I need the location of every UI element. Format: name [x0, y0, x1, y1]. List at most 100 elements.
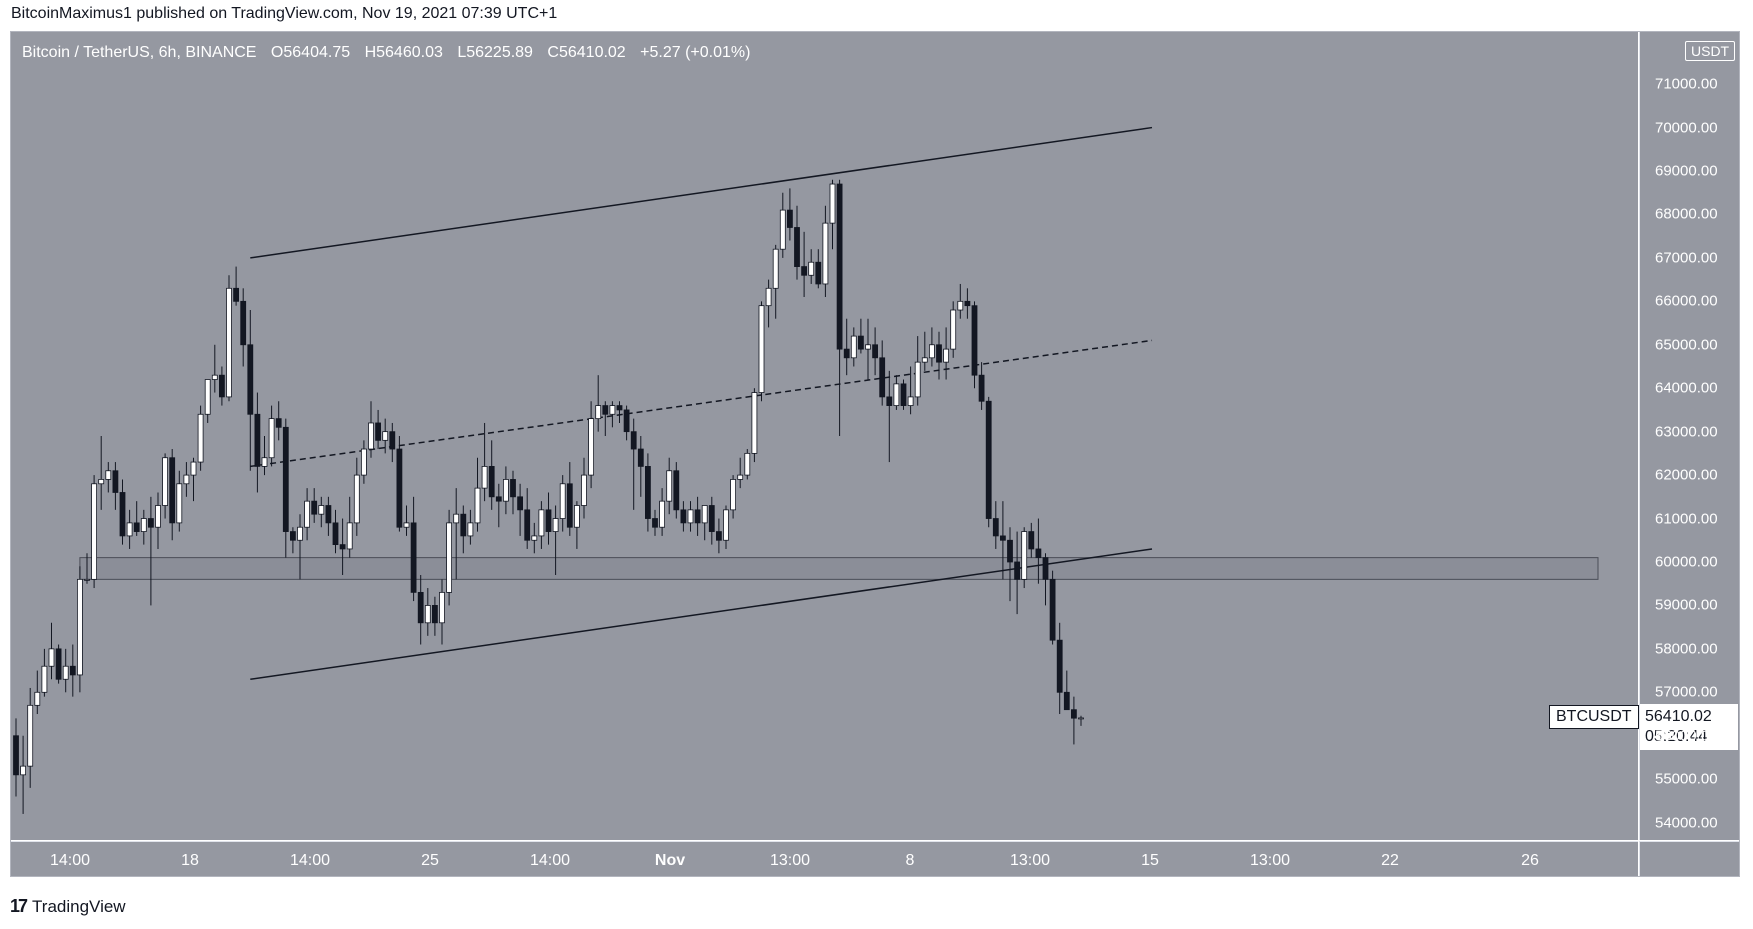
candle-up: [772, 248, 779, 289]
candle-up: [559, 483, 566, 519]
candle-up: [91, 483, 97, 580]
time-tick: 14:00: [289, 852, 331, 869]
candle-down: [218, 374, 225, 398]
price-tick: 56000.00: [1655, 727, 1718, 745]
candle-up: [353, 474, 360, 524]
price-tick: 59000.00: [1655, 596, 1718, 614]
candle-up: [588, 418, 594, 476]
candle-down: [616, 405, 623, 411]
candle-up: [765, 287, 772, 307]
candle-down: [992, 518, 999, 537]
tradingview-logo[interactable]: 17 TradingView: [10, 896, 126, 917]
legend-symbol: Bitcoin / TetherUS, 6h, BINANCE: [22, 44, 257, 61]
candle-up: [538, 509, 545, 537]
published-line: BitcoinMaximus1 published on TradingView…: [11, 5, 558, 22]
candle-up: [1021, 531, 1028, 580]
candle-up: [41, 665, 48, 693]
candle-up: [360, 448, 367, 476]
time-tick: 8: [905, 852, 915, 869]
candle-up: [808, 261, 815, 276]
candle-down: [254, 413, 261, 467]
candle-up: [701, 505, 708, 524]
candle-down: [985, 400, 992, 519]
candle-down: [389, 431, 396, 450]
candle-down: [375, 422, 382, 441]
price-tick: 60000.00: [1655, 553, 1718, 571]
candle-down: [517, 496, 523, 511]
candle-down: [1071, 709, 1077, 719]
candle-down: [169, 457, 176, 524]
candle-down: [645, 466, 651, 519]
candle-down: [233, 287, 240, 302]
candle-down: [510, 479, 516, 498]
tradingview-brand: TradingView: [32, 896, 126, 916]
candle-up: [531, 535, 538, 541]
candle-up: [226, 287, 232, 398]
candle-down: [332, 522, 339, 546]
candle-down: [147, 518, 154, 528]
candle-up: [297, 526, 303, 541]
candle-down: [289, 531, 296, 541]
candle-down: [652, 518, 658, 528]
candle-down: [787, 209, 793, 228]
legend-open-value: 56404.75: [283, 44, 351, 61]
time-tick: 13:00: [769, 852, 811, 869]
candle-down: [410, 522, 417, 593]
axis-corner[interactable]: [1639, 841, 1739, 876]
candle-up: [20, 765, 27, 776]
time-tick: 13:00: [1009, 852, 1051, 869]
candle-down: [623, 409, 630, 433]
candle-down: [247, 344, 254, 415]
legend-low-value: 56225.89: [466, 44, 533, 61]
price-tick: 69000.00: [1655, 162, 1718, 180]
candle-down: [637, 448, 644, 467]
candle-up: [758, 305, 765, 393]
candle-down: [119, 492, 126, 537]
candle-up: [98, 479, 105, 485]
candle-up: [921, 357, 928, 363]
currency-button[interactable]: USDT: [1685, 41, 1736, 61]
candle-up: [943, 348, 949, 363]
candle-up: [126, 522, 133, 537]
time-axis[interactable]: [11, 841, 1638, 876]
price-tick: 63000.00: [1655, 423, 1718, 441]
candle-up: [907, 396, 914, 406]
candle-down: [1007, 539, 1013, 563]
candle-up: [481, 466, 488, 489]
bar-countdown: 05:20:44: [1645, 728, 1708, 745]
candle-up: [737, 474, 744, 480]
candle-down: [325, 505, 332, 524]
candle-down: [282, 426, 289, 532]
candle-down: [488, 466, 495, 498]
candle-up: [666, 470, 673, 502]
legend-high-label: H: [364, 44, 377, 61]
candle-up: [1078, 717, 1084, 720]
candle-down: [708, 505, 715, 532]
candle-down: [495, 496, 502, 502]
legend-high-value: 56460.03: [376, 44, 443, 61]
candle-up: [304, 500, 311, 528]
candle-up: [950, 309, 957, 350]
candle-down: [872, 344, 878, 359]
candle-up: [211, 374, 218, 380]
candle-up: [27, 704, 34, 767]
candle-down: [55, 648, 62, 680]
time-tick: Nov: [654, 852, 686, 869]
legend-low-label: L: [457, 44, 467, 61]
channel-bottom-line: [250, 548, 1153, 681]
candle-down: [133, 522, 140, 532]
candle-down: [240, 300, 247, 346]
candle-up: [204, 379, 211, 415]
price-tick: 61000.00: [1655, 510, 1718, 528]
time-tick: 13:00: [1249, 852, 1291, 869]
candle-up: [850, 335, 857, 359]
price-tick: 67000.00: [1655, 249, 1718, 267]
candle-down: [815, 261, 822, 285]
candle-down: [69, 665, 76, 676]
candle-up: [190, 461, 197, 476]
time-tick: 25: [421, 852, 439, 869]
candle-down: [524, 509, 531, 541]
channel-mid-line: [250, 339, 1153, 468]
candle-up: [84, 578, 90, 581]
plot-area[interactable]: [11, 32, 1638, 840]
